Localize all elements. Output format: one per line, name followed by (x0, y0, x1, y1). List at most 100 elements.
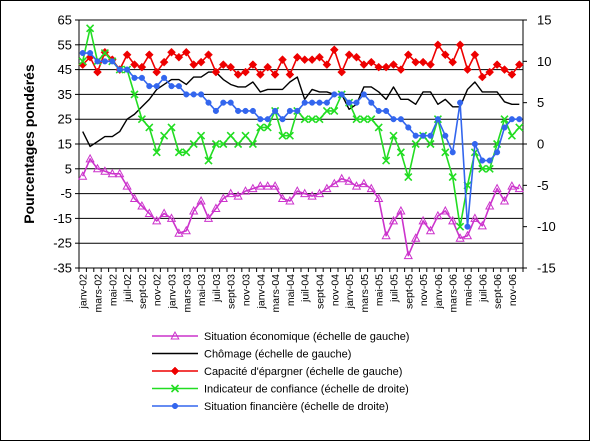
x-tick-label: mars-06 (448, 274, 460, 313)
data-point (359, 115, 368, 124)
data-point (211, 139, 220, 149)
x-tick-label: mars-05 (359, 274, 371, 313)
series-situation-economique (78, 153, 524, 260)
data-point (456, 222, 465, 231)
data-point (167, 123, 176, 132)
legend-label: Chômage (échelle de gauche) (204, 349, 351, 361)
data-point (181, 47, 191, 57)
data-point (233, 191, 243, 200)
data-point (263, 123, 272, 132)
data-point (270, 181, 280, 190)
data-point (107, 168, 117, 178)
data-point (449, 149, 456, 156)
legend-entry: Situation économique (échelle de gauche) (152, 330, 409, 343)
data-point (174, 148, 183, 157)
data-point (278, 55, 287, 65)
data-point (100, 166, 110, 175)
data-point (427, 132, 434, 139)
data-point (368, 99, 375, 106)
data-point (196, 57, 206, 67)
data-point (433, 210, 443, 220)
x-tick-label: juil-02 (122, 274, 134, 303)
data-point (146, 83, 153, 90)
data-point (331, 91, 338, 98)
data-point (308, 115, 317, 124)
data-point (130, 60, 139, 69)
data-point (382, 156, 391, 165)
data-point (197, 131, 206, 140)
data-point (79, 50, 86, 57)
data-point (242, 107, 249, 114)
data-point (122, 181, 132, 190)
y-tick-label-left: 5 (65, 161, 72, 176)
legend-swatch-marker (170, 366, 180, 376)
data-point (405, 124, 412, 131)
data-point (285, 195, 295, 205)
data-point (494, 149, 501, 156)
data-point (360, 91, 367, 98)
data-point (130, 90, 139, 99)
data-point (448, 57, 458, 67)
data-point (471, 140, 478, 148)
x-tick-label: nov-04 (329, 274, 341, 306)
data-point (234, 139, 243, 149)
data-point (138, 74, 145, 81)
data-point (211, 67, 221, 77)
x-tick-label: janv-03 (167, 274, 179, 310)
data-point (367, 115, 376, 124)
series-situation-financiere (79, 50, 523, 230)
data-point (183, 91, 190, 98)
y-tick-label-left: 65 (58, 13, 72, 28)
series-capacite-d-epargner (78, 40, 524, 82)
legend-label: Situation économique (échelle de gauche) (204, 331, 409, 343)
data-point (314, 188, 325, 198)
legend-entry: Capacité d'épargner (échelle de gauche) (152, 366, 402, 378)
y-tick-label-right: 0 (537, 137, 544, 152)
x-tick-label: nov-05 (418, 274, 430, 306)
data-point (235, 107, 242, 114)
data-point (353, 99, 360, 106)
data-point (315, 52, 324, 62)
x-tick-label: janv-05 (344, 274, 356, 310)
data-point (101, 58, 108, 65)
data-point (457, 99, 464, 106)
data-point (78, 171, 88, 180)
x-tick-label: nov-03 (241, 274, 253, 306)
y-tick-label-left: -5 (60, 186, 72, 201)
data-point (100, 49, 109, 58)
data-point (292, 52, 302, 62)
data-point (189, 139, 198, 149)
data-point (248, 60, 258, 69)
data-point (463, 65, 472, 74)
data-point (226, 131, 235, 140)
data-point (479, 157, 486, 164)
data-point (249, 107, 256, 114)
data-point (344, 50, 354, 60)
data-point (307, 191, 317, 200)
data-point (205, 99, 212, 106)
data-point (455, 233, 465, 242)
data-point (322, 60, 332, 69)
data-point (263, 181, 273, 190)
data-point (478, 164, 487, 173)
legend-label: Situation financière (échelle de droite) (204, 401, 389, 413)
data-point (160, 131, 169, 140)
data-point (514, 60, 524, 69)
data-point (375, 107, 382, 114)
data-point (181, 225, 191, 235)
data-point (241, 67, 250, 77)
data-point (374, 62, 384, 72)
data-point (116, 66, 123, 73)
data-point (190, 91, 197, 98)
x-tick-label: nov-02 (152, 274, 164, 306)
y-tick-label-left: 35 (58, 87, 72, 102)
data-point (344, 176, 354, 185)
x-tick-label: janv-06 (433, 274, 445, 310)
x-tick-label: sept-05 (403, 274, 415, 309)
data-point (93, 67, 102, 77)
series-line (82, 71, 520, 148)
axes: 65 55 45 35 25 15 5 -5 -15 -25 -35 15 10 5 0 -5 -10 -15 ja… (53, 13, 556, 313)
data-point (159, 208, 169, 217)
data-point (131, 74, 138, 81)
